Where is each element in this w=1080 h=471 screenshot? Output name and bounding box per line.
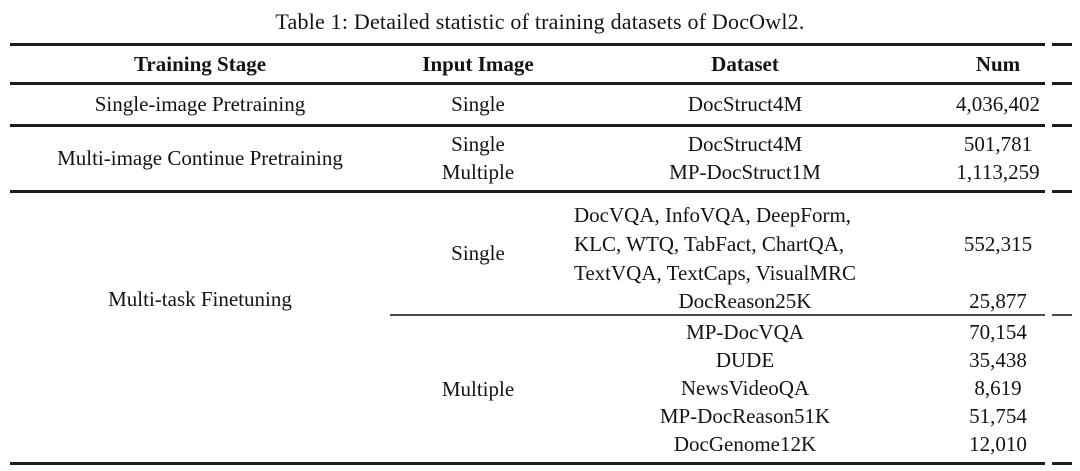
num-cell: 51,754 xyxy=(969,403,1027,428)
multi-dataset-row: DocVQA, InfoVQA, DeepForm, KLC, WTQ, Tab… xyxy=(566,193,1072,288)
training-datasets-table: Training Stage Input Image Dataset Num S… xyxy=(10,43,1072,465)
dataset-list-line: TextVQA, TextCaps, VisualMRC xyxy=(574,261,857,285)
docreason-row: DocReason25K 25,877 xyxy=(566,288,1072,314)
input-image-cell: Multiple xyxy=(441,160,515,184)
row-single-image-pretraining: Single-image Pretraining Single DocStruc… xyxy=(10,85,1072,124)
col-header-num: Num xyxy=(975,51,1021,76)
dataset-cell: NewsVideoQA xyxy=(680,375,810,400)
rule-top xyxy=(10,43,1072,46)
dataset-num-row: MP-DocVQA 70,154 xyxy=(566,318,1072,346)
dataset-cell: MP-DocVQA xyxy=(686,319,804,344)
dataset-list-line: DocVQA, InfoVQA, DeepForm, xyxy=(574,203,852,227)
col-header-input-image: Input Image xyxy=(422,51,534,76)
dataset-list-cell: DocVQA, InfoVQA, DeepForm, KLC, WTQ, Tab… xyxy=(566,201,924,288)
rule-partial-mid-section xyxy=(390,314,1072,316)
header-row: Training Stage Input Image Dataset Num xyxy=(10,46,1072,82)
dataset-cell: DocReason25K xyxy=(678,288,812,313)
num-cell: 70,154 xyxy=(969,319,1027,344)
stage-cell: Multi-task Finetuning xyxy=(108,287,292,311)
input-image-cell: Single xyxy=(451,132,505,156)
row-multi-task-finetuning: Multi-task Finetuning Single DocVQA, Inf… xyxy=(10,193,1072,462)
num-cell: 25,877 xyxy=(969,288,1027,313)
num-cell: 35,438 xyxy=(969,347,1027,372)
row-multi-image-continue-pretraining: Multi-image Continue Pretraining Single … xyxy=(10,127,1072,190)
multi-task-subtable: Single DocVQA, InfoVQA, DeepForm, KLC, W… xyxy=(390,193,1072,462)
dataset-cell: MP-DocReason51K xyxy=(659,403,831,428)
dataset-cell: DUDE xyxy=(715,347,775,372)
multiple-input-block: Multiple MP-DocVQA 70,154 DUDE 35,438 Ne… xyxy=(390,316,1072,462)
dataset-cell: DocGenome12K xyxy=(673,431,817,456)
num-stack: 501,781 1,113,259 xyxy=(924,127,1072,190)
dataset-cell: DocStruct4M xyxy=(687,92,803,116)
dataset-list-line: KLC, WTQ, TabFact, ChartQA, xyxy=(574,232,845,256)
rule-below-row1 xyxy=(10,124,1072,127)
stage-cell: Multi-image Continue Pretraining xyxy=(57,146,343,170)
col-header-dataset: Dataset xyxy=(711,51,779,76)
table-caption: Table 1: Detailed statistic of training … xyxy=(275,8,805,34)
input-image-cell: Multiple xyxy=(441,376,515,401)
dataset-num-row: DocGenome12K 12,010 xyxy=(566,430,1072,458)
single-block-rows: DocVQA, InfoVQA, DeepForm, KLC, WTQ, Tab… xyxy=(566,193,1072,314)
rule-below-header xyxy=(10,82,1072,85)
dataset-num-row: DUDE 35,438 xyxy=(566,346,1072,374)
dataset-num-row: NewsVideoQA 8,619 xyxy=(566,374,1072,402)
dataset-stack: DocStruct4M MP-DocStruct1M xyxy=(566,127,924,190)
num-cell: 12,010 xyxy=(969,431,1027,456)
dataset-cell: DocStruct4M xyxy=(687,132,803,156)
rule-below-row2 xyxy=(10,190,1072,193)
stage-cell: Single-image Pretraining xyxy=(94,92,306,116)
dataset-cell: MP-DocStruct1M xyxy=(669,160,821,184)
num-cell: 4,036,402 xyxy=(956,92,1040,116)
col-header-training-stage: Training Stage xyxy=(133,51,267,76)
num-cell: 552,315 xyxy=(963,232,1033,256)
input-image-stack: Single Multiple xyxy=(390,127,566,190)
dataset-num-row: MP-DocReason51K 51,754 xyxy=(566,402,1072,430)
num-cell: 501,781 xyxy=(963,132,1033,156)
rule-bottom xyxy=(10,462,1072,465)
num-cell: 1,113,259 xyxy=(956,160,1040,184)
multiple-block-rows: MP-DocVQA 70,154 DUDE 35,438 NewsVideoQA… xyxy=(566,316,1072,462)
num-cell: 8,619 xyxy=(974,375,1022,400)
input-image-cell: Single xyxy=(451,241,505,265)
input-image-cell: Single xyxy=(451,92,505,116)
single-input-block: Single DocVQA, InfoVQA, DeepForm, KLC, W… xyxy=(390,193,1072,314)
